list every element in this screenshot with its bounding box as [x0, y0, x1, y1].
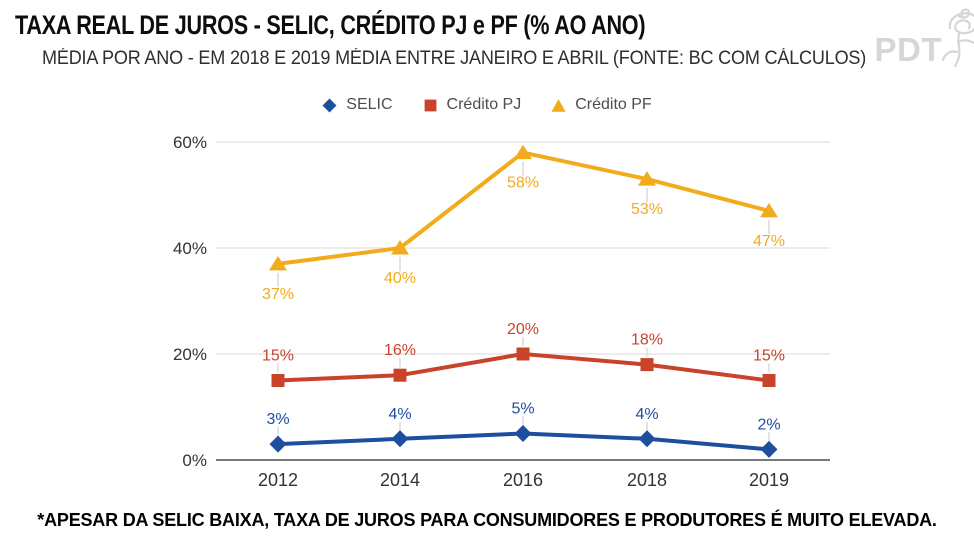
series-selic: 3% 4% 5% 4% 2% — [266, 401, 781, 458]
data-point-marker-triangle — [514, 144, 532, 160]
legend-item-label: SELIC — [346, 96, 393, 113]
pdt-logo-text: PDT — [874, 30, 942, 68]
x-tick-label: 2016 — [503, 470, 543, 490]
pdt-logo-rose-icon — [942, 8, 974, 68]
data-point-marker-triangle — [269, 255, 287, 271]
data-point-marker-square — [393, 368, 407, 382]
data-point-marker-square — [516, 347, 530, 361]
y-tick-label: 20% — [173, 345, 207, 364]
chart-title: TAXA REAL DE JUROS - SELIC, CRÉDITO PJ e… — [15, 10, 646, 40]
data-point-marker-square — [762, 374, 776, 387]
data-point-label: 4% — [635, 406, 658, 423]
data-point-marker-diamond — [638, 430, 656, 448]
legend-item-label: Crédito PJ — [446, 96, 522, 113]
legend-item-credito-pf: Crédito PF — [551, 96, 652, 114]
x-tick-label: 2014 — [380, 470, 420, 490]
data-point-label: 37% — [262, 286, 294, 303]
data-point-marker-diamond — [514, 425, 532, 442]
data-point-label: 53% — [631, 201, 663, 218]
data-point-label: 20% — [507, 321, 539, 338]
series-credito-pf: 37% 40% 58% 53% 47% — [262, 144, 785, 303]
line-chart: 3% 4% 5% 4% 2% 15% 16% 20% 18% 15% 37% 40% 58% 53% 47%… — [173, 133, 830, 490]
data-point-marker-square — [640, 358, 654, 372]
x-tick-label: 2019 — [749, 470, 789, 490]
x-tick-label: 2012 — [258, 470, 298, 490]
footnote: *APESAR DA SELIC BAIXA, TAXA DE JUROS PA… — [37, 510, 937, 530]
data-point-label: 47% — [753, 233, 785, 250]
data-point-label: 58% — [507, 175, 539, 192]
data-point-marker-diamond — [760, 440, 778, 458]
data-point-marker-square — [271, 374, 285, 387]
legend-item-label: Crédito PF — [575, 96, 652, 113]
data-point-label: 15% — [753, 348, 785, 365]
chart-legend: SELIC Crédito PJ Crédito PF — [0, 92, 974, 118]
data-point-label: 15% — [262, 348, 294, 365]
pdt-logo: PDT — [875, 6, 974, 72]
x-tick-label: 2018 — [627, 470, 667, 490]
legend-item-credito-pj: Crédito PJ — [423, 96, 522, 114]
diamond-marker-icon — [322, 98, 337, 112]
y-tick-label: 0% — [182, 451, 207, 470]
data-point-label: 16% — [384, 342, 416, 359]
y-tick-label: 40% — [173, 239, 207, 258]
data-point-marker-triangle — [391, 240, 409, 255]
data-point-marker-triangle — [638, 171, 656, 186]
data-point-label: 40% — [384, 270, 416, 287]
data-point-label: 5% — [511, 401, 534, 418]
data-point-marker-triangle — [760, 202, 778, 218]
data-point-marker-diamond — [391, 430, 409, 448]
series-credito-pj: 15% 16% 20% 18% 15% — [262, 321, 785, 387]
data-point-label: 2% — [757, 416, 780, 433]
triangle-marker-icon — [551, 98, 566, 112]
data-point-label: 3% — [266, 411, 289, 428]
data-point-label: 18% — [631, 332, 663, 349]
data-point-label: 4% — [388, 406, 411, 423]
y-tick-label: 60% — [173, 133, 207, 152]
square-marker-icon — [424, 99, 436, 111]
chart-subtitle: MÉDIA POR ANO - EM 2018 E 2019 MÉDIA ENT… — [42, 48, 867, 69]
data-point-marker-diamond — [269, 435, 287, 453]
legend-item-selic: SELIC — [322, 96, 393, 114]
